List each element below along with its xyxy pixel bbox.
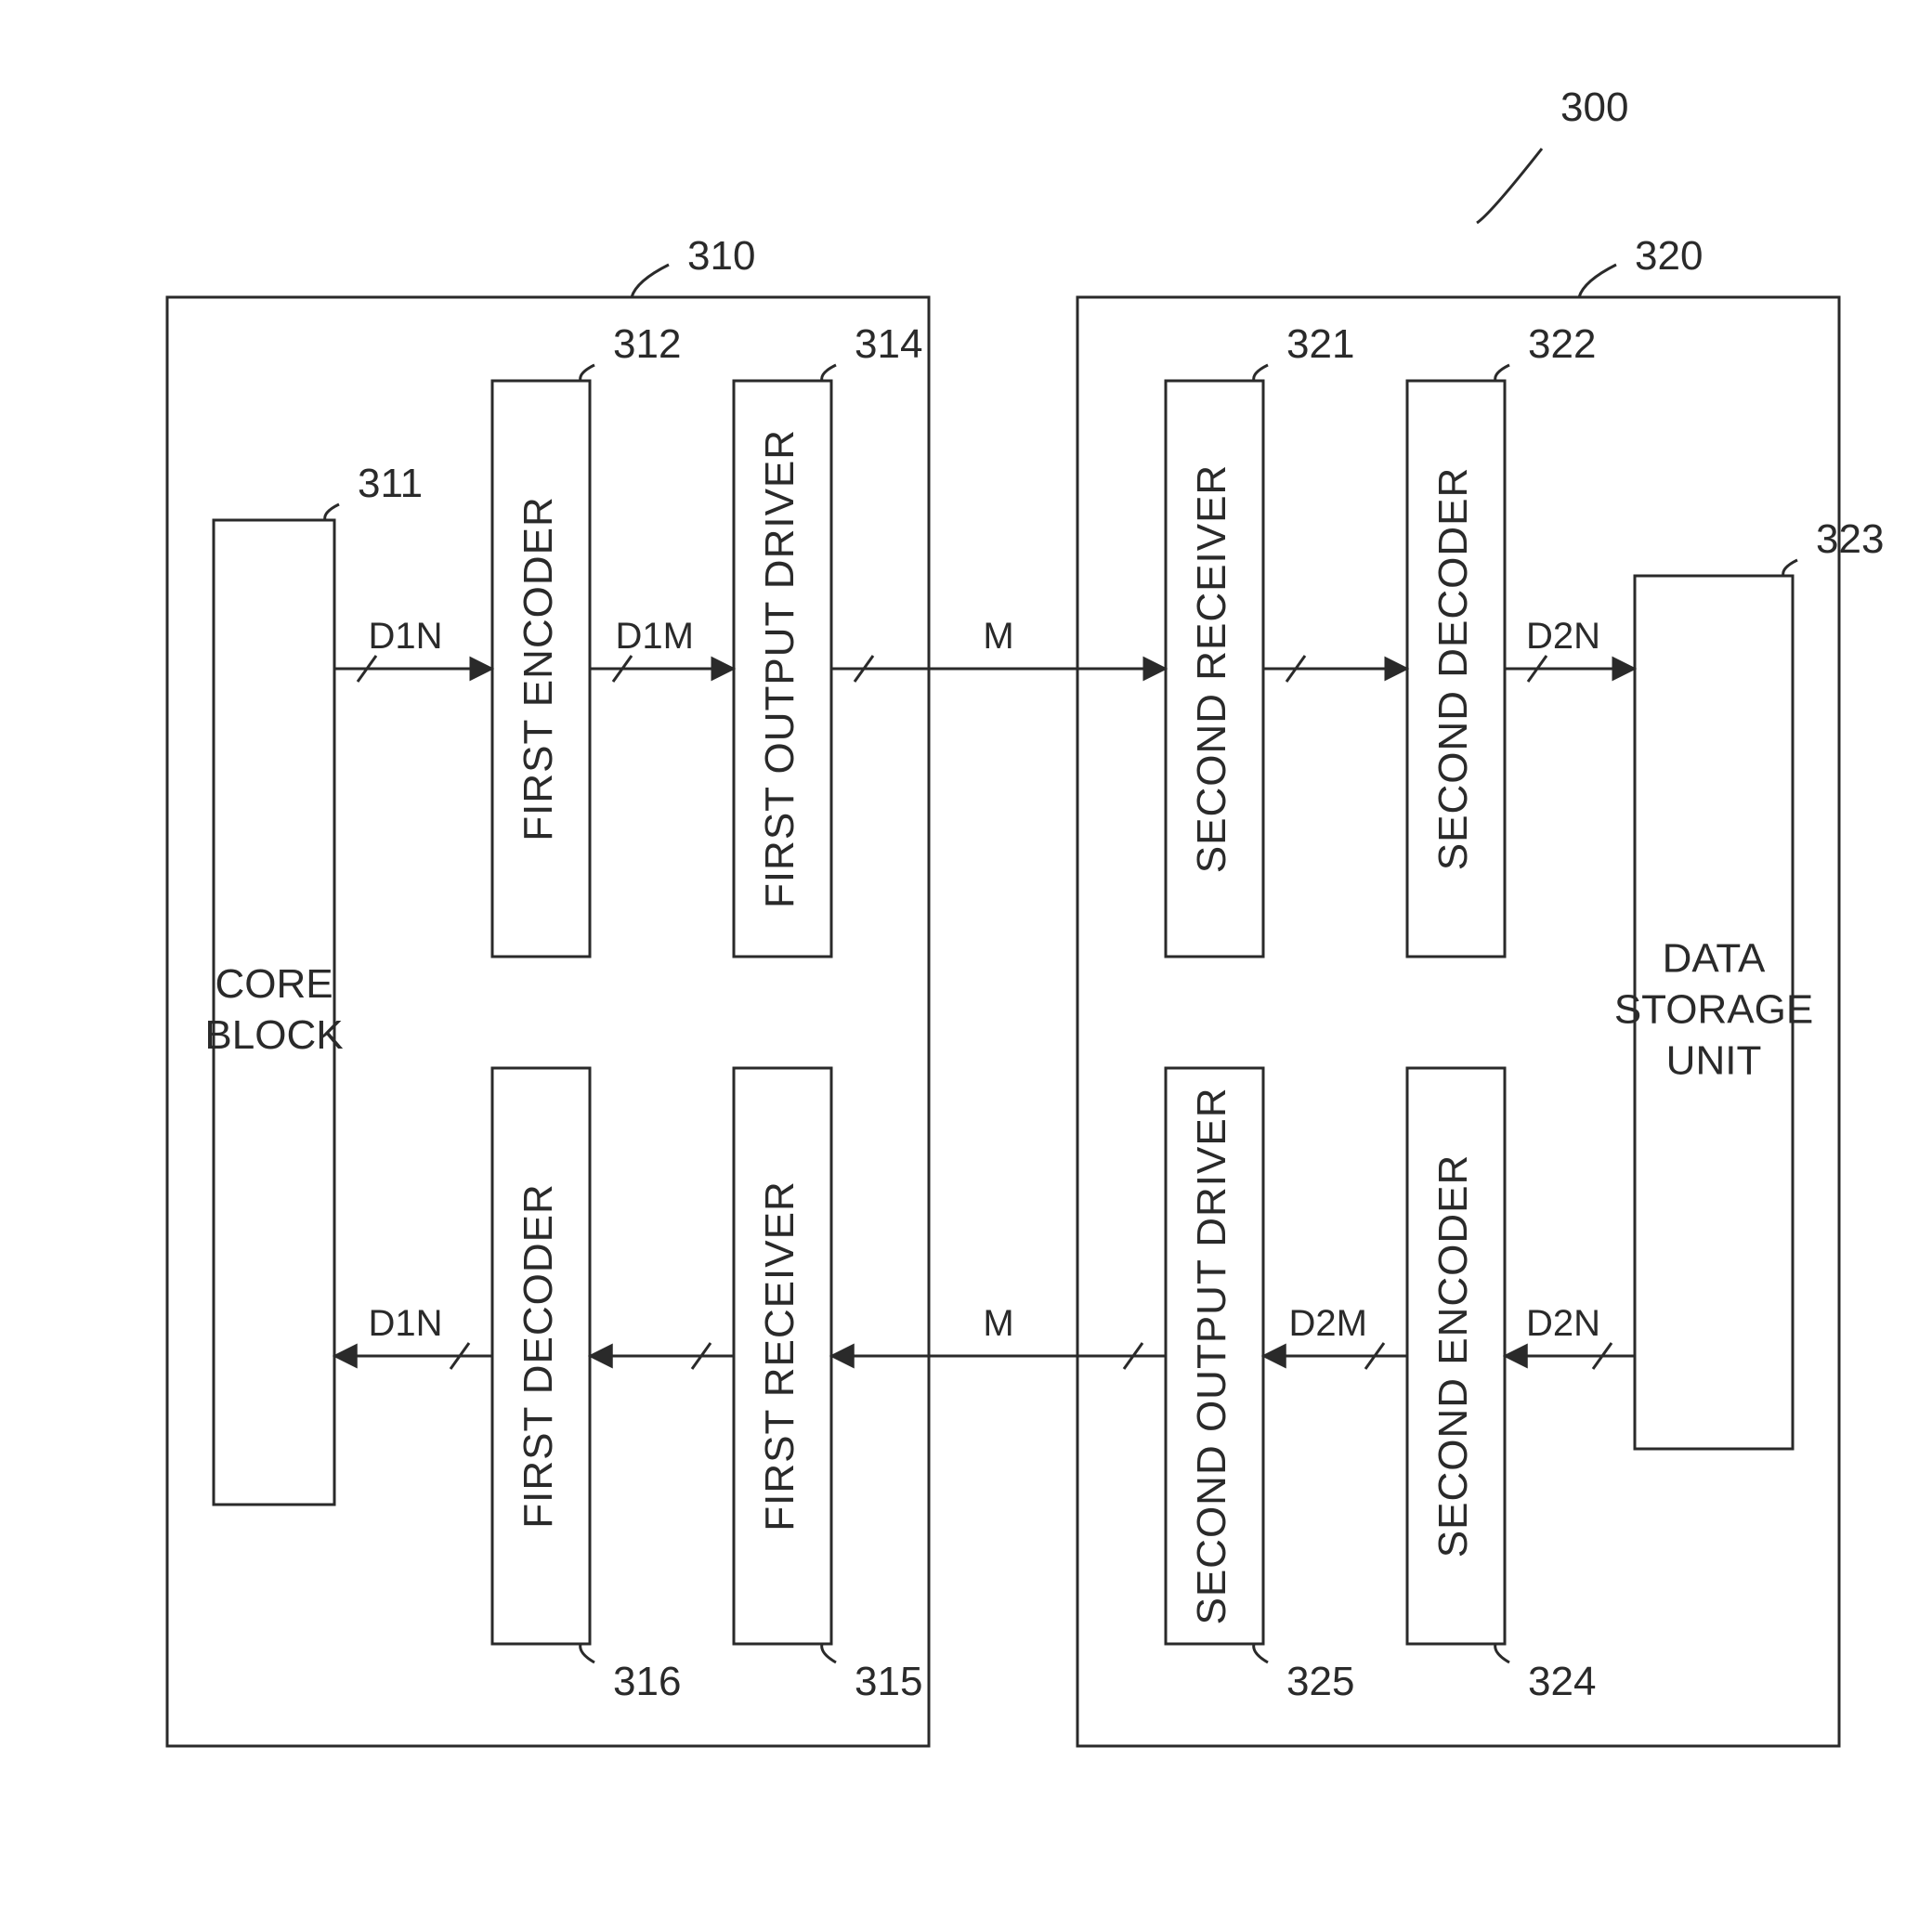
left-group-leader: [632, 265, 669, 297]
sout-label: SECOND OUTPUT DRIVER: [1189, 1087, 1234, 1624]
srec-label: SECOND RECEIVER: [1189, 464, 1234, 873]
system-ref: 300: [1560, 85, 1628, 130]
signal-label-senc-sout: D2M: [1289, 1303, 1367, 1344]
frec-label: FIRST RECEIVER: [757, 1180, 803, 1531]
sdec-ref: 322: [1528, 321, 1596, 367]
frec-ref-leader: [822, 1644, 836, 1662]
srec-ref: 321: [1286, 321, 1354, 367]
dsu-label: DATASTORAGEUNIT: [1614, 936, 1813, 1084]
signal-label-sdec-dsu: D2N: [1526, 616, 1600, 657]
left-group-ref: 310: [687, 233, 755, 279]
sout-ref-leader: [1254, 1644, 1268, 1662]
signal-label-fdec-core: D1N: [368, 1303, 442, 1344]
fenc-ref-leader: [581, 365, 594, 381]
fout-ref-leader: [822, 365, 836, 381]
signal-label-core-fenc: D1N: [368, 616, 442, 657]
sout-ref: 325: [1286, 1659, 1354, 1704]
right-group-ref: 320: [1635, 233, 1703, 279]
fout-ref: 314: [855, 321, 922, 367]
core-ref-leader: [325, 504, 339, 520]
fenc-label: FIRST ENCODER: [516, 496, 561, 841]
sdec-ref-leader: [1495, 365, 1509, 381]
fdec-ref: 316: [613, 1659, 681, 1704]
fout-label: FIRST OUTPUT DRIVER: [757, 429, 803, 908]
right-group-leader: [1579, 265, 1616, 297]
fdec-label: FIRST DECODER: [516, 1183, 561, 1529]
signal-label-fout-srec: M: [983, 616, 1013, 657]
signal-label-fenc-fout: D1M: [616, 616, 694, 657]
signal-label-dsu-senc: D2N: [1526, 1303, 1600, 1344]
system-ref-leader: [1477, 149, 1542, 223]
senc-ref-leader: [1495, 1644, 1509, 1662]
frec-ref: 315: [855, 1659, 922, 1704]
fdec-ref-leader: [581, 1644, 594, 1662]
senc-label: SECOND ENCODER: [1430, 1154, 1476, 1558]
signal-label-sout-frec: M: [983, 1303, 1013, 1344]
core-label: COREBLOCK: [204, 961, 343, 1058]
sdec-label: SECOND DECODER: [1430, 467, 1476, 871]
dsu-ref: 323: [1816, 516, 1884, 562]
srec-ref-leader: [1254, 365, 1268, 381]
fenc-ref: 312: [613, 321, 681, 367]
dsu-ref-leader: [1783, 560, 1797, 576]
senc-ref: 324: [1528, 1659, 1596, 1704]
core-ref: 311: [358, 461, 423, 506]
